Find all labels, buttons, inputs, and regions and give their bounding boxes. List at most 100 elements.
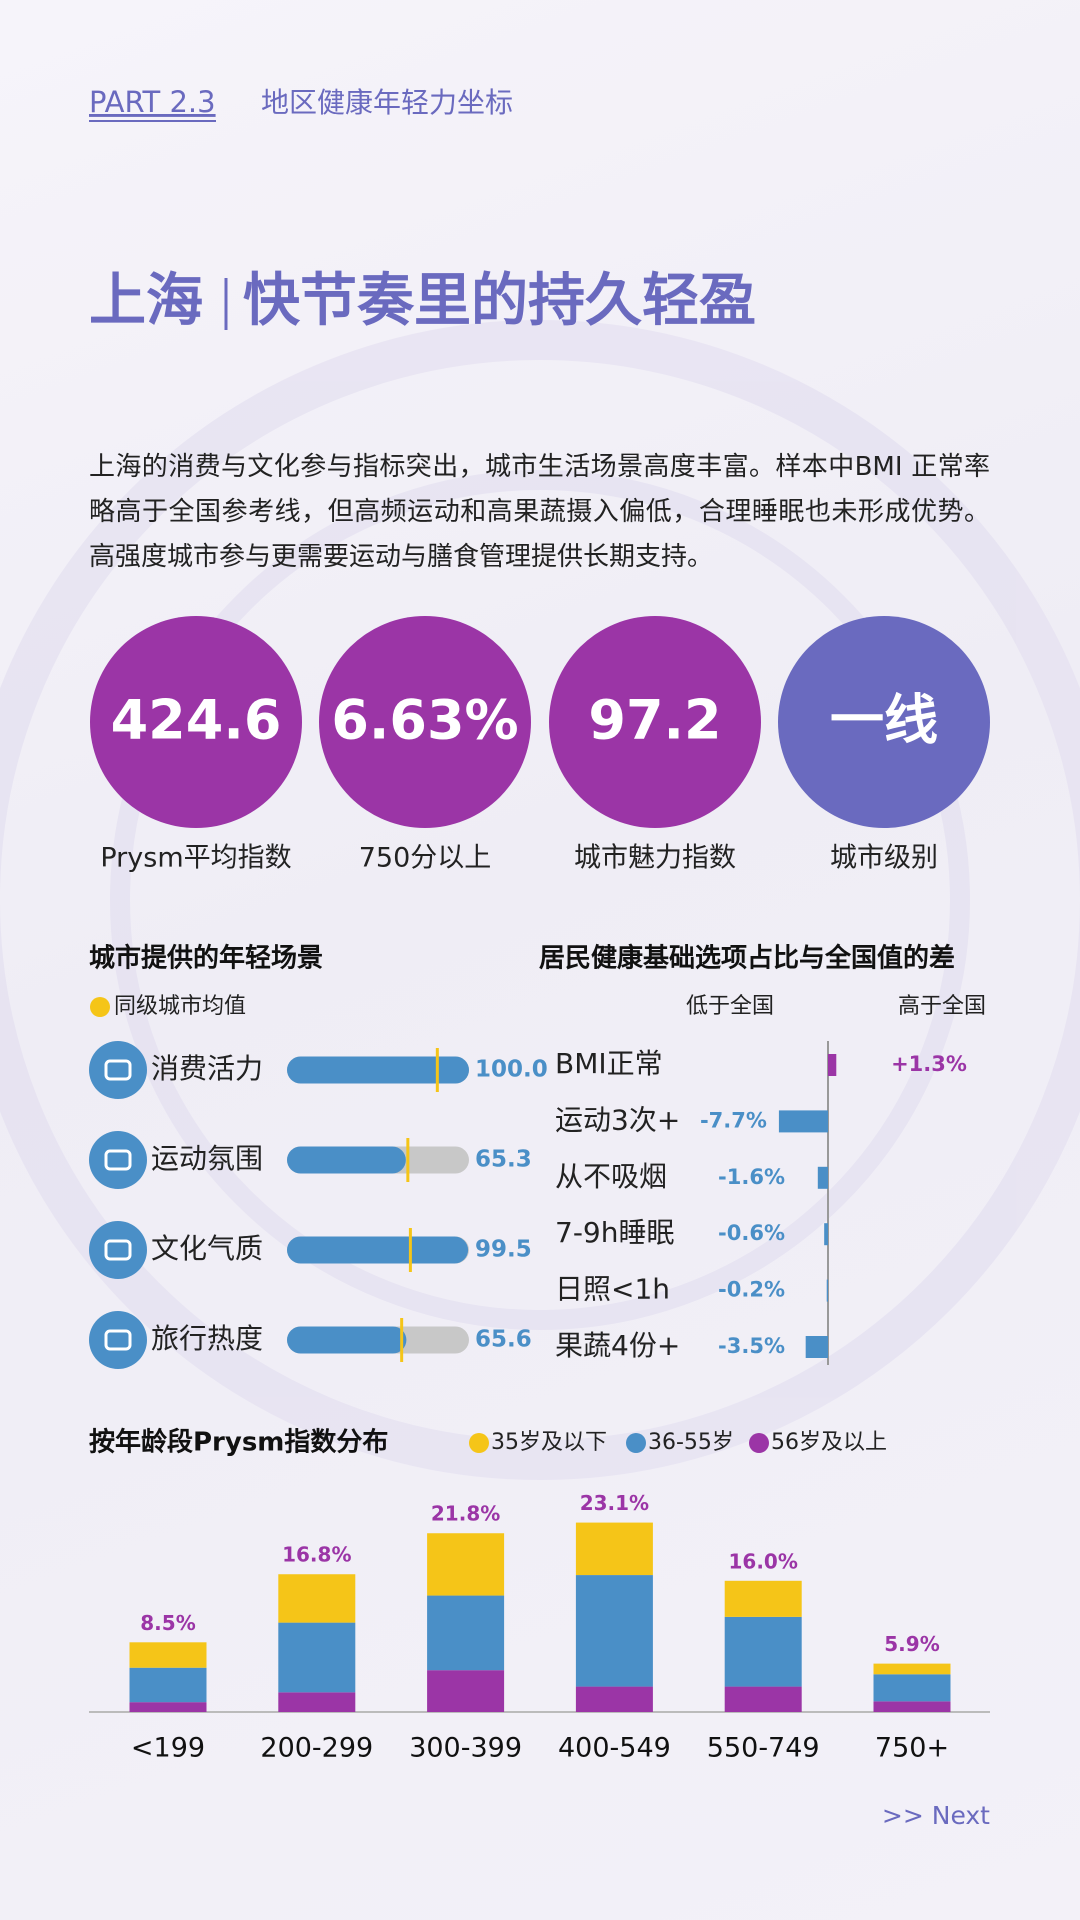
stat-circle (778, 616, 990, 828)
stat-label: 城市级别 (830, 843, 938, 874)
legend-dot (626, 1433, 646, 1453)
part-label: PART 2.3 (89, 85, 216, 119)
intro-paragraph: 上海的消费与文化参与指标突出，城市生活场景高度丰富。样本中BMI 正常率略高于全… (89, 452, 990, 572)
bar-segment (427, 1670, 505, 1712)
icon-circle (89, 1041, 147, 1099)
legend-label: 同级城市均值 (114, 994, 246, 1019)
category-label: 从不吸烟 (555, 1160, 667, 1193)
bar-segment (278, 1622, 356, 1693)
legend-label: 35岁及以下 (491, 1430, 607, 1455)
bar-segment (129, 1642, 207, 1668)
bar (817, 1166, 828, 1189)
legend-label: 36-55岁 (648, 1430, 734, 1455)
bar-segment (873, 1663, 951, 1675)
x-tick-label: 300-399 (409, 1733, 522, 1764)
title-tagline: 快节奏里的持久轻盈 (243, 268, 756, 334)
city-title: 上海 (89, 268, 203, 334)
bar-segment (278, 1574, 356, 1623)
bar-segment (129, 1702, 207, 1712)
left-label: 低于全国 (686, 994, 774, 1019)
value-label: -7.7% (700, 1108, 767, 1132)
x-tick-label: 200-299 (260, 1733, 373, 1764)
stat-circle (319, 616, 531, 828)
icon-glyph (104, 1329, 132, 1351)
bar (287, 1146, 406, 1174)
bar (805, 1336, 828, 1358)
category-label: 日照<1h (555, 1273, 670, 1306)
stat-circle (90, 616, 302, 828)
chart-title: 按年龄段Prysm指数分布 (89, 1427, 388, 1458)
bar-segment (724, 1580, 802, 1617)
background-decor (0, 320, 1080, 1480)
total-label: 16.0% (729, 1549, 798, 1573)
bar-segment (575, 1522, 653, 1576)
value-label: 65.3 (475, 1147, 532, 1173)
icon-circle (89, 1221, 147, 1279)
total-label: 23.1% (580, 1491, 649, 1515)
x-tick-label: 750+ (875, 1733, 949, 1764)
next-link[interactable]: >> Next (882, 1801, 990, 1830)
x-tick-label: 550-749 (707, 1733, 820, 1764)
icon-circle (89, 1131, 147, 1189)
value-label: -0.6% (718, 1221, 785, 1245)
bar-segment (427, 1533, 505, 1596)
decor-ring (110, 470, 970, 1330)
total-label: 8.5% (140, 1611, 195, 1635)
category-label: 消费活力 (151, 1052, 263, 1085)
bar (824, 1223, 828, 1246)
total-label: 5.9% (884, 1632, 939, 1656)
total-label: 16.8% (282, 1543, 351, 1567)
stat-label: 750分以上 (359, 843, 492, 874)
bar-segment (427, 1595, 505, 1671)
icon-glyph (104, 1239, 132, 1261)
right-label: 高于全国 (898, 994, 986, 1019)
stat-value: 6.63% (331, 689, 518, 752)
bar-segment (575, 1575, 653, 1687)
bar-segment (873, 1701, 951, 1712)
bar-segment (129, 1667, 207, 1703)
category-label: 果蔬4份+ (555, 1329, 680, 1362)
stat-value: 424.6 (111, 689, 282, 752)
category-label: BMI正常 (555, 1047, 663, 1080)
stat-value: 一线 (830, 689, 938, 752)
chart-title: 居民健康基础选项占比与全国值的差 (539, 943, 955, 974)
value-label: 99.5 (475, 1237, 532, 1263)
value-label: 100.0 (475, 1057, 548, 1083)
total-label: 21.8% (431, 1502, 500, 1526)
icon-circle (89, 1311, 147, 1369)
bar (287, 1236, 469, 1264)
stat-label: 城市魅力指数 (574, 843, 736, 874)
category-label: 运动3次+ (555, 1103, 680, 1136)
stat-circle (549, 616, 761, 828)
bar-segment (873, 1674, 951, 1702)
category-label: 旅行热度 (151, 1322, 263, 1355)
bar-segment (724, 1686, 802, 1712)
bar (826, 1279, 828, 1302)
stat-label: Prysm平均指数 (100, 843, 291, 874)
section-label: 地区健康年轻力坐标 (261, 86, 513, 119)
legend-dot (90, 997, 110, 1017)
category-label: 7-9h睡眠 (555, 1216, 674, 1249)
bar (287, 1056, 469, 1084)
icon-glyph (104, 1149, 132, 1171)
bar-segment (724, 1616, 802, 1687)
bar-segment (278, 1692, 356, 1712)
decor-ring (0, 320, 1080, 1480)
value-label: 65.6 (475, 1327, 532, 1353)
category-label: 文化气质 (151, 1232, 263, 1265)
icon-glyph (104, 1059, 132, 1081)
category-label: 运动氛围 (151, 1142, 263, 1175)
legend-label: 56岁及以上 (771, 1430, 887, 1455)
x-tick-label: <199 (131, 1733, 205, 1764)
value-label: -3.5% (718, 1334, 785, 1358)
chart-title: 城市提供的年轻场景 (89, 943, 323, 974)
legend-dot (469, 1433, 489, 1453)
legend-dot (749, 1433, 769, 1453)
bar-segment (575, 1686, 653, 1712)
value-label: -1.6% (718, 1165, 785, 1189)
bar (287, 1326, 407, 1354)
bar (778, 1110, 828, 1133)
bar (828, 1054, 837, 1076)
